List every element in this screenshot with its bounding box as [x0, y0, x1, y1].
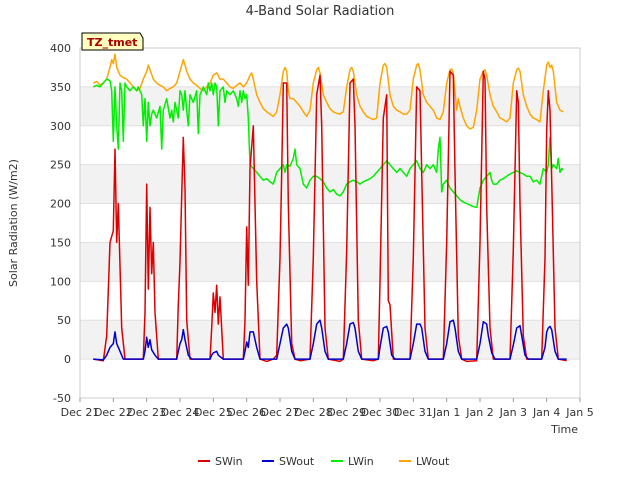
y-tick-label: -50 — [53, 392, 71, 405]
x-tick-label: Jan 1 — [432, 406, 460, 419]
y-tick-label: 300 — [50, 120, 71, 133]
legend-label-swout: SWout — [279, 455, 315, 468]
grid-band — [80, 242, 580, 282]
x-tick-label: Dec 29 — [327, 406, 366, 419]
y-tick-label: 150 — [50, 236, 71, 249]
x-tick-label: Dec 25 — [194, 406, 233, 419]
legend-label-lwout: LWout — [416, 455, 450, 468]
y-tick-label: 200 — [50, 198, 71, 211]
legend-label-lwin: LWin — [348, 455, 374, 468]
series-layer — [92, 53, 567, 363]
y-tick-label: 400 — [50, 42, 71, 55]
grid-band — [80, 320, 580, 360]
x-tick-label: Jan 3 — [499, 406, 527, 419]
x-tick-label: Jan 2 — [465, 406, 493, 419]
grid-band — [80, 164, 580, 204]
x-tick-label: Dec 30 — [361, 406, 400, 419]
station-label-box: TZ_tmet — [81, 32, 144, 51]
series-line-lwout — [92, 53, 564, 130]
x-tick-label: Dec 28 — [294, 406, 333, 419]
x-tick-label: Dec 21 — [61, 406, 100, 419]
y-axis-label: Solar Radiation (W/m2) — [7, 159, 20, 287]
legend-label-swin: SWin — [215, 455, 243, 468]
legend: SWin SWout LWin LWout — [198, 455, 450, 468]
x-tick-label: Jan 4 — [532, 406, 560, 419]
chart-title: 4-Band Solar Radiation — [246, 4, 395, 19]
x-tick-label: Dec 24 — [161, 406, 200, 419]
y-tick-label: 100 — [50, 275, 71, 288]
y-tick-label: 350 — [50, 81, 71, 94]
x-axis-label: Time — [550, 423, 578, 436]
x-tick-label: Dec 26 — [227, 406, 266, 419]
y-tick-label: 0 — [64, 353, 71, 366]
series-line-swout — [93, 319, 567, 361]
y-tick-label: 250 — [50, 159, 71, 172]
x-tick-label: Dec 31 — [394, 406, 433, 419]
x-tick-label: Dec 23 — [127, 406, 166, 419]
x-tick-label: Jan 5 — [565, 406, 593, 419]
y-axis-ticks: -50 0 50 100 150 200 250 300 350 400 — [50, 42, 71, 405]
y-tick-label: 50 — [57, 314, 71, 327]
station-label: TZ_tmet — [87, 36, 137, 49]
plot-frame — [79, 47, 581, 399]
x-tick-label: Dec 27 — [261, 406, 300, 419]
x-tick-label: Dec 22 — [94, 406, 133, 419]
